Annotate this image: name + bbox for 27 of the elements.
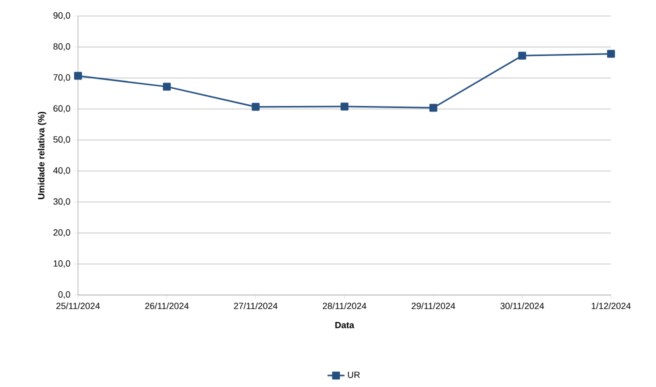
- x-tick-label: 25/11/2024: [56, 302, 100, 310]
- x-tick-label: 26/11/2024: [145, 302, 189, 310]
- point: [162, 82, 171, 91]
- point: [74, 72, 82, 80]
- x-tick-label: 28/11/2024: [322, 302, 366, 310]
- y-tick-label: 0,0: [58, 291, 70, 299]
- y-tick-label: 20,0: [53, 229, 70, 237]
- y-tick-label: 50,0: [53, 136, 70, 144]
- y-axis-title: Umidade relativa (%): [38, 112, 46, 200]
- y-tick-label: 80,0: [53, 43, 70, 51]
- point: [252, 102, 260, 111]
- point: [429, 104, 438, 112]
- x-tick-label: 30/11/2024: [500, 302, 544, 310]
- x-tick-label: 29/11/2024: [412, 302, 456, 310]
- point: [340, 102, 348, 110]
- y-tick-label: 70,0: [53, 74, 70, 82]
- y-tick-label: 90,0: [53, 12, 70, 20]
- y-tick-label: 40,0: [53, 167, 70, 175]
- y-tick-label: 10,0: [54, 260, 70, 268]
- point: [607, 50, 615, 58]
- x-tick-label: 1/12/2024: [592, 302, 631, 310]
- x-tick-label: 27/11/2024: [234, 302, 278, 310]
- y-tick-label: 30,0: [53, 198, 70, 206]
- y-tick-label: 60,0: [53, 105, 70, 113]
- x-axis-title: Data: [335, 322, 354, 328]
- point: [518, 52, 526, 60]
- legend-label: UR: [348, 372, 360, 378]
